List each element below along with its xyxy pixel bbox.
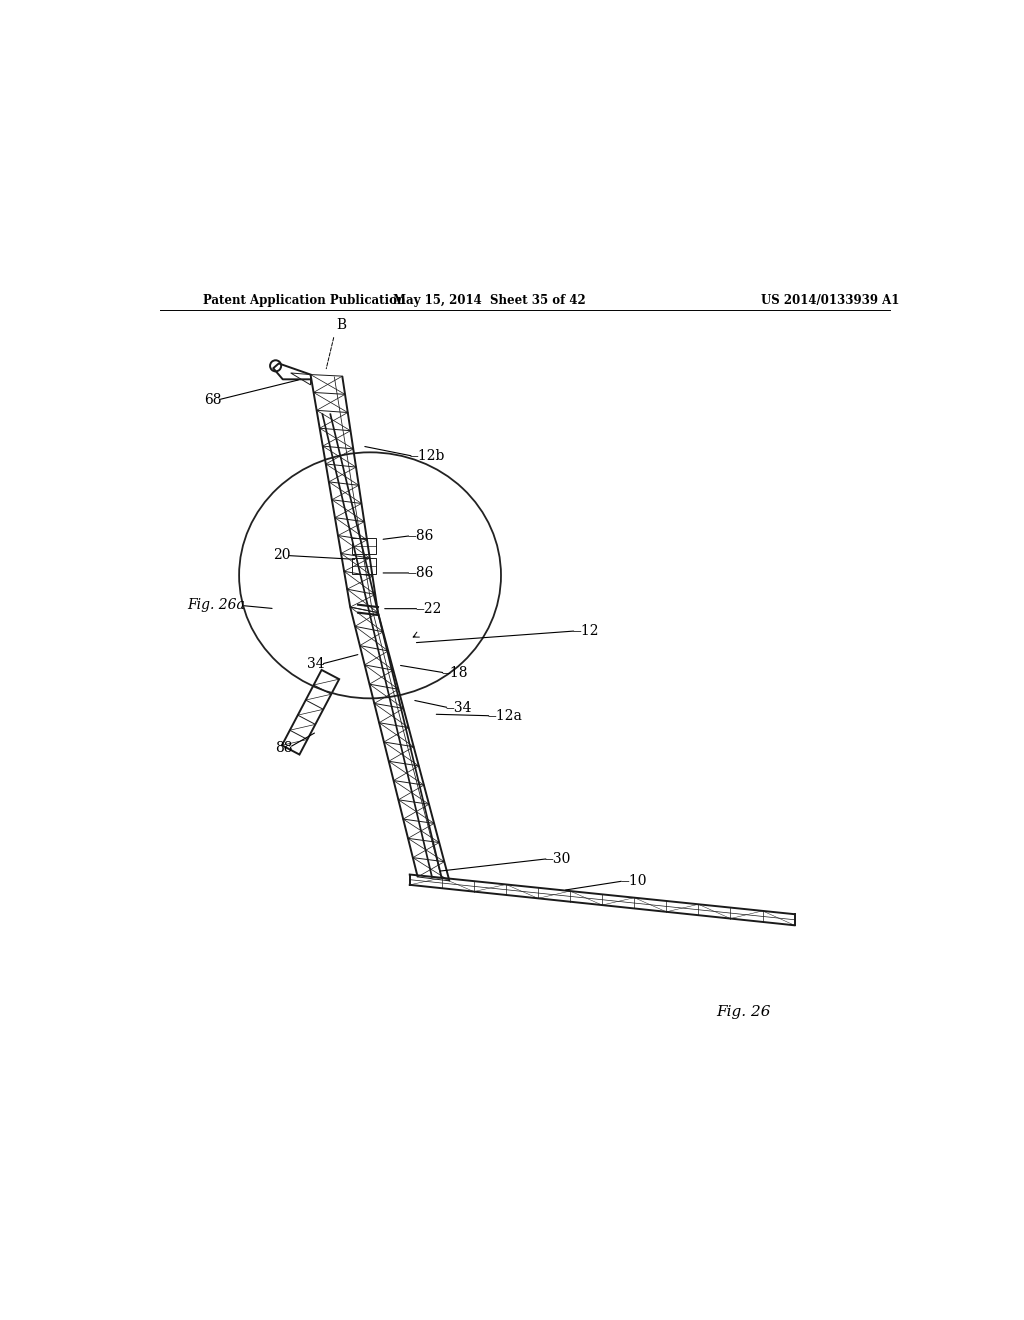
Text: B: B bbox=[337, 318, 347, 331]
Text: ‒22: ‒22 bbox=[416, 602, 441, 615]
Bar bbox=[352, 558, 376, 574]
Text: Patent Application Publication: Patent Application Publication bbox=[204, 294, 406, 306]
Text: ‒86: ‒86 bbox=[408, 528, 434, 543]
Text: 34: 34 bbox=[307, 657, 325, 671]
Text: ‒86: ‒86 bbox=[408, 566, 434, 579]
Bar bbox=[352, 539, 376, 554]
Text: 88: 88 bbox=[275, 741, 293, 755]
Text: ‒12a: ‒12a bbox=[487, 709, 522, 723]
Text: ‒30: ‒30 bbox=[545, 851, 571, 866]
Text: May 15, 2014  Sheet 35 of 42: May 15, 2014 Sheet 35 of 42 bbox=[393, 294, 586, 306]
Text: US 2014/0133939 A1: US 2014/0133939 A1 bbox=[761, 294, 899, 306]
Text: ‒18: ‒18 bbox=[441, 667, 468, 680]
Text: ‒34: ‒34 bbox=[445, 701, 472, 715]
Text: ‒10: ‒10 bbox=[620, 874, 646, 888]
Text: Fig. 26: Fig. 26 bbox=[716, 1005, 770, 1019]
Text: ‒12b: ‒12b bbox=[410, 449, 445, 463]
Text: ‒12: ‒12 bbox=[572, 624, 599, 638]
Text: 68: 68 bbox=[204, 393, 221, 407]
Text: Fig. 26a: Fig. 26a bbox=[187, 598, 246, 612]
Text: 20: 20 bbox=[273, 549, 291, 562]
